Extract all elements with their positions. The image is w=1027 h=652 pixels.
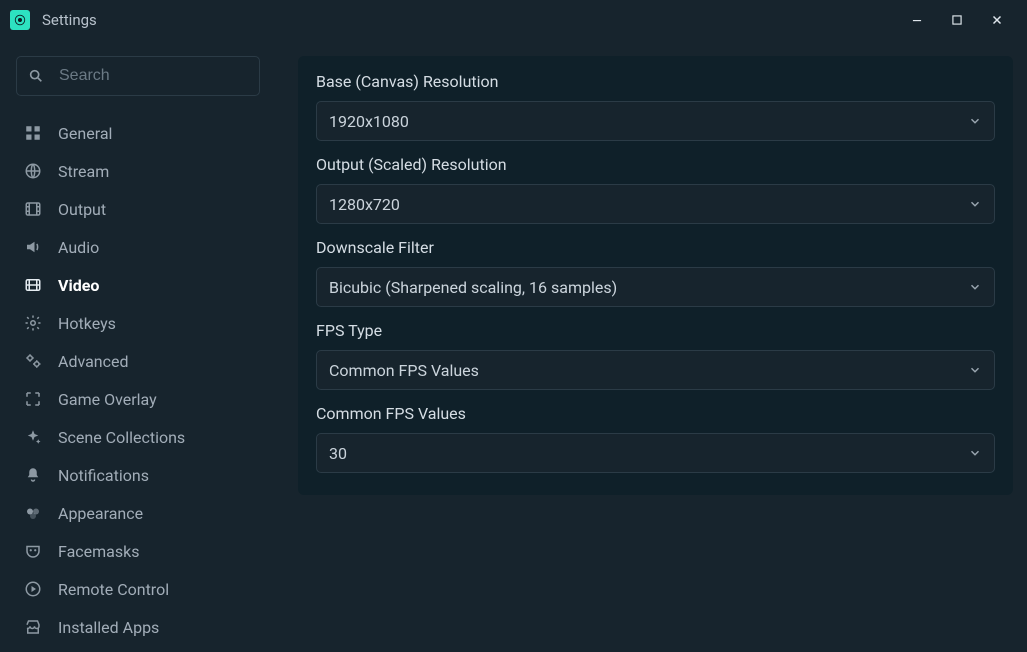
play-circle-icon <box>22 580 44 598</box>
search-input[interactable] <box>16 56 260 96</box>
chevron-down-icon <box>968 114 982 128</box>
sidebar-item-label: Installed Apps <box>58 618 159 637</box>
sidebar-item-output[interactable]: Output <box>16 190 262 228</box>
sidebar-item-installed-apps[interactable]: Installed Apps <box>16 608 262 646</box>
field-base-resolution: Base (Canvas) Resolution 1920x1080 <box>316 72 995 141</box>
chevron-down-icon <box>968 197 982 211</box>
search-icon <box>28 68 44 84</box>
base-resolution-select[interactable]: 1920x1080 <box>316 101 995 141</box>
expand-icon <box>22 390 44 408</box>
titlebar: ⦿ Settings <box>0 0 1027 40</box>
content: Base (Canvas) Resolution 1920x1080 Output … <box>276 40 1027 652</box>
chevron-down-icon <box>968 280 982 294</box>
field-label: Base (Canvas) Resolution <box>316 72 995 91</box>
sidebar-item-notifications[interactable]: Notifications <box>16 456 262 494</box>
sidebar-item-label: Notifications <box>58 466 149 485</box>
select-value: Common FPS Values <box>329 361 479 380</box>
field-label: Common FPS Values <box>316 404 995 423</box>
sidebar-item-facemasks[interactable]: Facemasks <box>16 532 262 570</box>
close-button[interactable] <box>977 0 1017 40</box>
select-value: 30 <box>329 444 347 463</box>
sidebar-item-game-overlay[interactable]: Game Overlay <box>16 380 262 418</box>
maximize-button[interactable] <box>937 0 977 40</box>
sidebar-item-label: Stream <box>58 162 109 181</box>
chevron-down-icon <box>968 363 982 377</box>
sidebar-item-video[interactable]: Video <box>16 266 262 304</box>
sidebar-item-appearance[interactable]: Appearance <box>16 494 262 532</box>
field-downscale-filter: Downscale Filter Bicubic (Sharpened scali… <box>316 238 995 307</box>
output-resolution-select[interactable]: 1280x720 <box>316 184 995 224</box>
common-fps-select[interactable]: 30 <box>316 433 995 473</box>
minimize-button[interactable] <box>897 0 937 40</box>
sidebar-item-label: Remote Control <box>58 580 169 599</box>
select-value: 1920x1080 <box>329 112 409 131</box>
app-icon: ⦿ <box>10 10 30 30</box>
sidebar-item-general[interactable]: General <box>16 114 262 152</box>
gear-icon <box>22 314 44 332</box>
sidebar-item-label: Scene Collections <box>58 428 185 447</box>
volume-icon <box>22 238 44 256</box>
sidebar-item-label: Appearance <box>58 504 143 523</box>
search-wrap <box>16 56 262 96</box>
sidebar-item-audio[interactable]: Audio <box>16 228 262 266</box>
window-title: Settings <box>42 11 97 29</box>
sidebar-item-label: Audio <box>58 238 99 257</box>
field-common-fps: Common FPS Values 30 <box>316 404 995 473</box>
gears-icon <box>22 352 44 370</box>
sidebar-item-scene-collections[interactable]: Scene Collections <box>16 418 262 456</box>
video-reel-icon <box>22 276 44 294</box>
fps-type-select[interactable]: Common FPS Values <box>316 350 995 390</box>
chevron-down-icon <box>968 446 982 460</box>
bell-icon <box>22 466 44 484</box>
swatch-icon <box>22 504 44 522</box>
sidebar-item-remote-control[interactable]: Remote Control <box>16 570 262 608</box>
sidebar-item-label: General <box>58 124 112 143</box>
mask-icon <box>22 542 44 560</box>
downscale-filter-select[interactable]: Bicubic (Sharpened scaling, 16 samples) <box>316 267 995 307</box>
select-value: 1280x720 <box>329 195 400 214</box>
sidebar-item-label: Facemasks <box>58 542 140 561</box>
video-settings-panel: Base (Canvas) Resolution 1920x1080 Output … <box>298 56 1013 495</box>
globe-icon <box>22 162 44 180</box>
sidebar-item-stream[interactable]: Stream <box>16 152 262 190</box>
field-label: Downscale Filter <box>316 238 995 257</box>
sparkle-icon <box>22 428 44 446</box>
sidebar-item-label: Video <box>58 276 99 295</box>
sidebar-item-advanced[interactable]: Advanced <box>16 342 262 380</box>
grid-icon <box>22 124 44 142</box>
sidebar: General Stream Output Audio Video Hotkeys Adva… <box>0 40 276 652</box>
sidebar-item-label: Output <box>58 200 106 219</box>
sidebar-item-label: Game Overlay <box>58 390 157 409</box>
field-label: FPS Type <box>316 321 995 340</box>
field-output-resolution: Output (Scaled) Resolution 1280x720 <box>316 155 995 224</box>
store-icon <box>22 618 44 636</box>
sidebar-item-label: Advanced <box>58 352 129 371</box>
film-icon <box>22 200 44 218</box>
select-value: Bicubic (Sharpened scaling, 16 samples) <box>329 278 617 297</box>
field-label: Output (Scaled) Resolution <box>316 155 995 174</box>
sidebar-item-hotkeys[interactable]: Hotkeys <box>16 304 262 342</box>
field-fps-type: FPS Type Common FPS Values <box>316 321 995 390</box>
sidebar-item-label: Hotkeys <box>58 314 116 333</box>
